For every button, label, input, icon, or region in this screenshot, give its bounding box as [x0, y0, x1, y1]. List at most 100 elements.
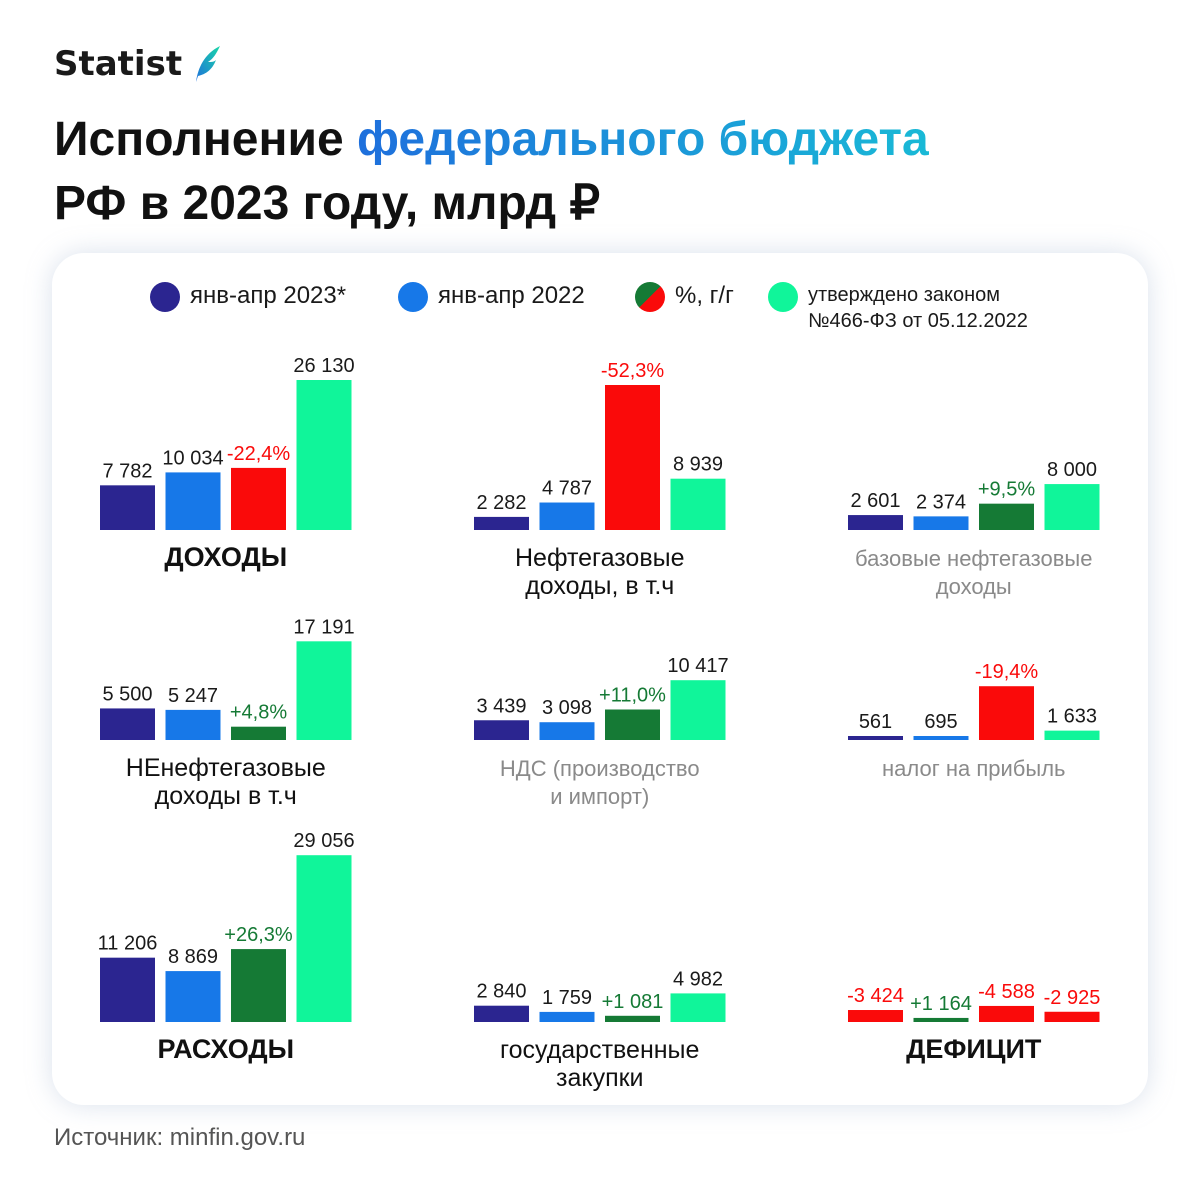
title-highlight: федерального бюджета [357, 113, 929, 166]
value-label-p4-s2: +11,0% [599, 685, 666, 707]
legend-item-yoy: %, г/г [635, 282, 734, 312]
value-label-p5-s0: 561 [859, 711, 892, 733]
value-label-p0-s1: 10 034 [162, 447, 223, 469]
bar-p7-s3 [670, 993, 726, 1022]
legend-label-2022: янв-апр 2022 [438, 282, 585, 309]
value-label-p4-s1: 3 098 [542, 697, 592, 719]
page-title: Исполнение федерального бюджета РФ в 202… [54, 108, 929, 236]
legend-swatch-law [768, 282, 798, 312]
title-part1: Исполнение [54, 113, 358, 166]
bar-p5-s3 [1044, 730, 1100, 740]
value-label-p8-s2: -4 588 [978, 981, 1035, 1003]
bar-p6-s0 [100, 957, 155, 1022]
panel-title-p4-l0: НДС (производство [500, 756, 700, 781]
value-label-p1-s3: 8 939 [673, 454, 723, 476]
value-label-p0-s2: -22,4% [227, 443, 291, 465]
value-label-p6-s2: +26,3% [224, 924, 293, 946]
value-label-p3-s3: 17 191 [293, 616, 354, 638]
panel-title-p1-l1: доходы, в т.ч [525, 572, 674, 600]
bar-p0-s3 [296, 380, 352, 530]
bar-p7-s2 [605, 1015, 660, 1022]
legend-item-law: утверждено законом №466-ФЗ от 05.12.2022 [768, 282, 1028, 334]
panel-title-p6-l0: РАСХОДЫ [157, 1034, 294, 1064]
value-label-p8-s3: -2 925 [1044, 987, 1101, 1009]
panel-title-p7-l1: закупки [556, 1064, 644, 1092]
legend-item-2022: янв-апр 2022 [398, 282, 585, 312]
value-label-p6-s3: 29 056 [293, 830, 354, 852]
value-label-p4-s0: 3 439 [476, 695, 526, 717]
value-label-p8-s0: -3 424 [847, 985, 904, 1007]
value-label-p5-s3: 1 633 [1047, 706, 1097, 728]
bar-p0-s2 [231, 467, 286, 530]
feather-icon [196, 46, 221, 82]
bar-p5-s1 [913, 736, 969, 740]
panel-title-p8-l0: ДЕФИЦИТ [906, 1034, 1042, 1064]
panel-title-p7-l0: государственные [500, 1036, 699, 1064]
value-label-p2-s1: 2 374 [916, 491, 966, 513]
bar-p1-s0 [474, 516, 529, 530]
value-label-p2-s0: 2 601 [850, 490, 900, 512]
value-label-p6-s1: 8 869 [168, 946, 218, 968]
panel-title-p1-l0: Нефтегазовые [515, 544, 684, 572]
panel-title-p4-l1: и импорт) [550, 784, 649, 809]
bar-p1-s3 [670, 478, 726, 530]
value-label-p7-s1: 1 759 [542, 987, 592, 1009]
bar-p5-s0 [848, 736, 903, 740]
bar-p4-s3 [670, 680, 726, 740]
legend-item-2023: янв-апр 2023* [150, 282, 346, 312]
value-label-p1-s0: 2 282 [476, 492, 526, 514]
panel-title-p0-l0: ДОХОДЫ [164, 542, 287, 572]
legend-label-law: утверждено законом №466-ФЗ от 05.12.2022 [808, 282, 1028, 334]
bar-p3-s2 [231, 726, 286, 740]
value-label-p3-s2: +4,8% [230, 702, 287, 724]
bar-p1-s1 [539, 502, 595, 530]
bar-p6-s1 [165, 971, 221, 1022]
bar-p8-s3 [1044, 1011, 1100, 1022]
legend-label-law-line2: №466-ФЗ от 05.12.2022 [808, 310, 1028, 332]
bar-p7-s0 [474, 1005, 529, 1022]
panel-title-p2-l0: базовые нефтегазовые [855, 546, 1092, 571]
bar-p6-s2 [231, 949, 286, 1022]
value-label-p0-s0: 7 782 [102, 460, 152, 482]
bar-p0-s0 [100, 485, 155, 530]
bar-p8-s0 [848, 1010, 903, 1022]
legend-label-law-line1: утверждено законом [808, 284, 1001, 306]
value-label-p0-s3: 26 130 [293, 355, 354, 377]
bar-p3-s0 [100, 708, 155, 740]
value-label-p3-s1: 5 247 [168, 685, 218, 707]
legend: янв-апр 2023* янв-апр 2022 %, г/г утверж… [0, 282, 1200, 342]
value-label-p4-s3: 10 417 [667, 655, 728, 677]
bar-p2-s2 [979, 503, 1034, 530]
bar-p3-s1 [165, 709, 221, 740]
panel-title-p3-l0: НЕнефтегазовые [126, 754, 326, 782]
title-line2: РФ в 2023 году, млрд ₽ [54, 177, 600, 230]
bar-p7-s1 [539, 1011, 595, 1022]
bar-p4-s2 [605, 709, 660, 740]
bar-p8-s2 [979, 1005, 1034, 1022]
brand-name: Statist [54, 44, 183, 84]
source-note: Источник: minfin.gov.ru [54, 1124, 306, 1151]
value-label-p5-s2: -19,4% [975, 661, 1039, 683]
bar-p2-s1 [913, 516, 969, 530]
value-label-p7-s2: +1 081 [602, 991, 664, 1013]
value-label-p1-s2: -52,3% [601, 360, 665, 382]
bar-p2-s0 [848, 515, 903, 530]
bar-p4-s0 [474, 720, 529, 740]
bar-p6-s3 [296, 855, 352, 1022]
value-label-p3-s0: 5 500 [102, 683, 152, 705]
bar-p2-s3 [1044, 484, 1100, 530]
bar-p5-s2 [979, 686, 1034, 740]
brand-logo: Statist [54, 44, 222, 84]
bar-p0-s1 [165, 472, 221, 530]
bar-p3-s3 [296, 641, 352, 740]
legend-swatch-yoy [635, 282, 665, 312]
panel-title-p2-l1: доходы [936, 574, 1012, 599]
legend-swatch-2022 [398, 282, 428, 312]
legend-label-yoy: %, г/г [675, 282, 734, 309]
bar-p8-s1 [913, 1017, 969, 1022]
value-label-p2-s3: 8 000 [1047, 459, 1097, 481]
panel-title-p5-l0: налог на прибыль [882, 756, 1066, 781]
value-label-p7-s0: 2 840 [476, 981, 526, 1003]
value-label-p6-s0: 11 206 [98, 933, 158, 955]
